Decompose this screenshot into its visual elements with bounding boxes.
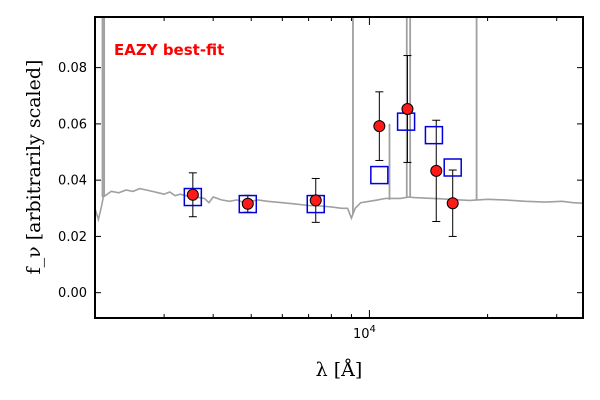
template-spectrum-line bbox=[95, 187, 583, 223]
y-tick-label-2: 0.04 bbox=[58, 174, 87, 189]
observed-point-0 bbox=[186, 188, 199, 201]
model-point-0 bbox=[183, 187, 203, 207]
observed-points-layer bbox=[186, 102, 459, 210]
observed-point-2 bbox=[309, 194, 322, 207]
observed-point-6 bbox=[446, 197, 459, 210]
y-tick-label-4: 0.08 bbox=[58, 61, 87, 76]
y-tick-label-3: 0.06 bbox=[58, 117, 87, 132]
x-tick-label-0: 104 bbox=[353, 324, 376, 342]
model-point-5 bbox=[424, 125, 444, 145]
plot-frame bbox=[94, 16, 584, 319]
model-point-3 bbox=[370, 165, 389, 185]
plot-area bbox=[95, 17, 583, 237]
x-axis-label: λ [Å] bbox=[316, 359, 363, 381]
observed-point-5 bbox=[430, 164, 443, 177]
observed-point-3 bbox=[373, 120, 386, 133]
annotation-label: EAZY best-fit bbox=[114, 41, 224, 59]
tick-layer: 0.00 0.02 0.04 0.06 0.08 104 bbox=[58, 17, 583, 342]
y-tick-label-0: 0.00 bbox=[58, 286, 87, 301]
model-point-1 bbox=[238, 194, 258, 214]
observed-point-4 bbox=[401, 102, 414, 115]
model-point-6 bbox=[443, 158, 462, 177]
observed-point-1 bbox=[241, 197, 254, 210]
y-tick-label-1: 0.02 bbox=[58, 230, 87, 245]
errorbar-layer bbox=[188, 55, 457, 237]
y-axis-label: f_ν [arbitrarily scaled] bbox=[23, 60, 45, 275]
